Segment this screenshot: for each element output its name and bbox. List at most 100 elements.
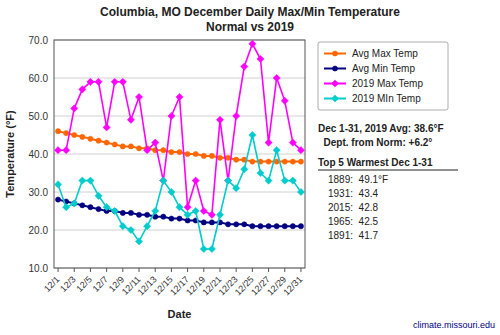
point [80,134,85,139]
point [128,144,133,149]
point [250,224,255,229]
point [249,40,256,47]
point [233,112,240,119]
x-axis-label: Date [168,308,192,320]
point [160,177,167,184]
grid-line [54,116,305,117]
point [161,214,166,219]
point [282,224,287,229]
point [136,212,141,217]
legend-marker [331,80,338,87]
x-tick [203,268,204,272]
point [289,177,296,184]
point [225,222,230,227]
y-axis-label: Temperature (°F) [4,110,16,198]
point [169,150,174,155]
grid [54,40,305,268]
point [152,207,159,214]
x-tick [187,268,188,272]
legend-label: 2019 MIn Temp [352,93,421,104]
point [176,204,183,211]
point [87,177,94,184]
point [54,147,61,154]
point [72,132,77,137]
point [289,139,296,146]
point [298,224,303,229]
point [258,224,263,229]
title: Columbia, MO December Daily Max/Min Temp… [100,5,400,19]
point [201,153,206,158]
point [168,188,175,195]
point [266,224,271,229]
point [79,86,86,93]
annotation-heading: Top 5 Warmest Dec 1-31 [318,157,433,168]
point [96,207,101,212]
point [298,159,303,164]
point [257,169,264,176]
series [55,129,303,165]
legend-marker [332,66,337,71]
x-tick [171,268,172,272]
y-tick-label: 50.0 [29,111,49,122]
point [225,155,230,160]
x-tick [219,268,220,272]
point [242,222,247,227]
point [250,159,255,164]
legend-label: Avg Min Temp [352,63,415,74]
point [104,140,109,145]
line [58,135,301,249]
legend: Avg Max TempAvg Min Temp2019 Max Temp201… [318,42,448,110]
point [192,207,199,214]
point [281,97,288,104]
point [64,131,69,136]
point [168,112,175,119]
point [103,124,110,131]
point [145,212,150,217]
point [282,159,287,164]
x-tick-label: 12/7 [91,274,110,293]
point [184,211,191,218]
annotation: Dec 1-31, 2019 Avg: 38.6°F [318,123,444,134]
point [201,220,206,225]
point [266,159,271,164]
x-tick [284,268,285,272]
point [208,245,215,252]
annotation: Dept. from Norm: +6.2° [318,137,432,148]
point [249,131,256,138]
point [95,192,102,199]
point [265,177,272,184]
point [209,220,214,225]
line [58,131,301,161]
point [55,197,60,202]
point [273,74,280,81]
point [79,177,86,184]
point [63,204,70,211]
point [274,224,279,229]
grid-line [54,192,305,193]
legend-marker [331,95,338,102]
chart: Columbia, MO December Daily Max/Min Temp… [0,0,500,335]
point [127,116,134,123]
point [216,211,223,218]
point [120,144,125,149]
point [103,204,110,211]
y-tick-label: 30.0 [29,187,49,198]
series [54,131,304,252]
point [176,93,183,100]
point [120,210,125,215]
point [233,185,240,192]
point [185,151,190,156]
point [281,177,288,184]
data [54,40,304,252]
x-tick [74,268,75,272]
x-tick [58,268,59,272]
plot-area [54,40,305,268]
point [177,216,182,221]
point [216,116,223,123]
x-tick-label: 12/3 [58,274,77,293]
x-tick [122,268,123,272]
point [297,147,304,154]
line [58,200,301,227]
point [265,139,272,146]
grid-line [54,230,305,231]
